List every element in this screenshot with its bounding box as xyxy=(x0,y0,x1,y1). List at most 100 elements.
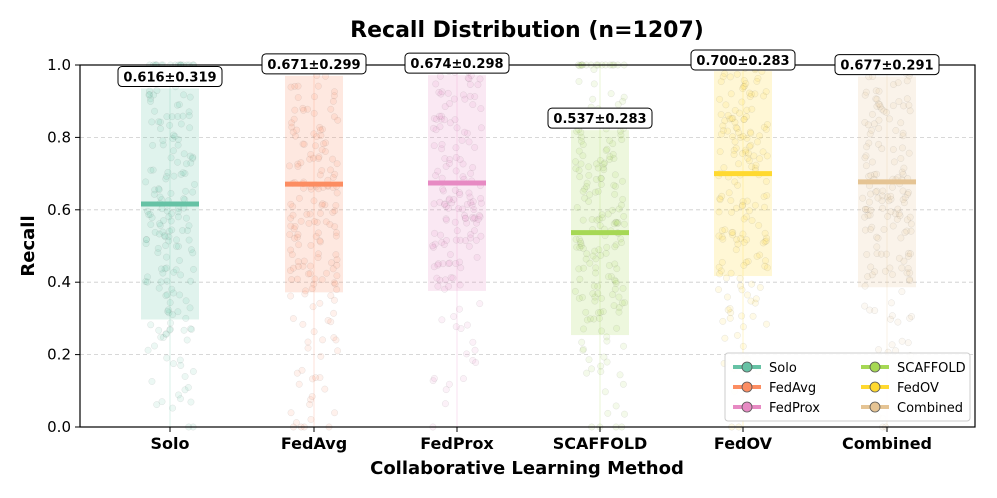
data-point xyxy=(329,208,337,216)
data-point xyxy=(180,326,188,334)
data-point xyxy=(431,229,439,237)
data-point xyxy=(299,106,307,114)
data-point xyxy=(748,217,756,224)
data-point xyxy=(861,205,869,213)
data-point xyxy=(864,211,872,219)
data-point xyxy=(291,82,299,90)
data-point xyxy=(165,213,173,221)
data-point xyxy=(586,191,594,199)
data-point xyxy=(604,210,612,218)
data-point xyxy=(749,312,757,320)
tick-layer: 0.0 0.2 0.4 0.6 0.8 1.0 Solo FedAvg FedProx SCAFF… xyxy=(47,56,932,453)
data-point xyxy=(182,314,190,322)
data-point xyxy=(184,384,192,391)
data-point xyxy=(577,242,585,250)
data-point xyxy=(301,290,309,298)
data-point xyxy=(334,116,342,124)
data-point xyxy=(892,210,899,218)
data-point xyxy=(572,235,580,243)
data-point xyxy=(288,119,295,127)
data-point xyxy=(903,269,911,277)
data-point xyxy=(164,306,172,314)
data-point xyxy=(863,251,871,258)
data-point xyxy=(726,314,734,322)
data-point xyxy=(579,293,586,301)
data-point xyxy=(746,128,754,136)
data-point xyxy=(717,111,725,118)
data-point xyxy=(470,206,478,214)
data-point xyxy=(606,153,614,161)
chart-title: Recall Distribution (n=1207) xyxy=(350,18,704,43)
legend-label: FedAvg xyxy=(769,381,816,396)
data-point xyxy=(307,396,315,404)
stat-label-text: 0.616±0.319 xyxy=(123,71,216,86)
data-point xyxy=(890,81,897,88)
data-point xyxy=(158,398,166,406)
data-point xyxy=(579,152,587,160)
data-point xyxy=(611,276,619,284)
data-point xyxy=(167,319,174,327)
data-point xyxy=(188,325,196,333)
data-point xyxy=(311,93,318,101)
data-point xyxy=(862,152,870,160)
stat-label: 0.700±0.283 xyxy=(690,49,796,71)
data-point xyxy=(729,231,737,239)
data-point xyxy=(442,203,450,210)
data-point xyxy=(287,200,295,208)
data-point xyxy=(148,378,156,385)
data-point xyxy=(469,213,477,221)
data-point xyxy=(577,128,585,136)
data-point xyxy=(477,124,485,132)
data-point xyxy=(292,419,300,427)
data-point xyxy=(465,242,473,250)
data-point xyxy=(147,95,155,103)
data-point xyxy=(457,325,465,333)
data-point xyxy=(863,143,871,151)
data-point xyxy=(612,279,620,287)
data-point xyxy=(316,126,324,134)
data-point xyxy=(167,217,175,225)
legend-swatch-marker xyxy=(741,381,753,393)
data-point xyxy=(446,251,454,258)
data-point xyxy=(905,252,912,260)
data-point xyxy=(149,141,157,149)
data-point xyxy=(763,152,771,160)
data-point xyxy=(331,223,339,231)
data-point xyxy=(734,181,742,189)
data-point xyxy=(309,375,316,383)
data-point xyxy=(446,159,453,167)
data-point xyxy=(737,133,745,141)
data-point xyxy=(594,282,602,290)
data-point xyxy=(746,143,754,150)
data-point xyxy=(170,360,177,368)
data-point xyxy=(179,227,186,234)
data-point xyxy=(763,264,771,272)
data-point xyxy=(431,240,439,248)
x-tick-label: FedProx xyxy=(420,434,494,453)
data-point xyxy=(618,136,626,144)
data-point xyxy=(319,336,327,344)
data-point xyxy=(292,132,299,140)
data-point xyxy=(717,78,725,86)
data-point xyxy=(875,140,883,148)
data-point xyxy=(441,116,448,124)
data-point xyxy=(742,258,750,266)
data-point xyxy=(330,279,338,287)
data-point xyxy=(159,217,167,225)
data-point xyxy=(181,386,189,394)
data-point xyxy=(718,258,726,266)
data-point xyxy=(743,106,751,114)
data-point xyxy=(151,228,159,236)
data-point xyxy=(174,101,181,109)
data-point xyxy=(620,93,628,101)
data-point xyxy=(742,113,750,121)
data-point xyxy=(289,211,297,219)
data-point xyxy=(885,197,893,205)
data-point xyxy=(303,210,311,218)
data-point xyxy=(600,166,608,174)
data-point xyxy=(289,315,297,322)
data-point xyxy=(148,118,156,126)
data-point xyxy=(608,206,616,214)
data-point xyxy=(314,82,322,90)
data-point xyxy=(876,103,884,111)
